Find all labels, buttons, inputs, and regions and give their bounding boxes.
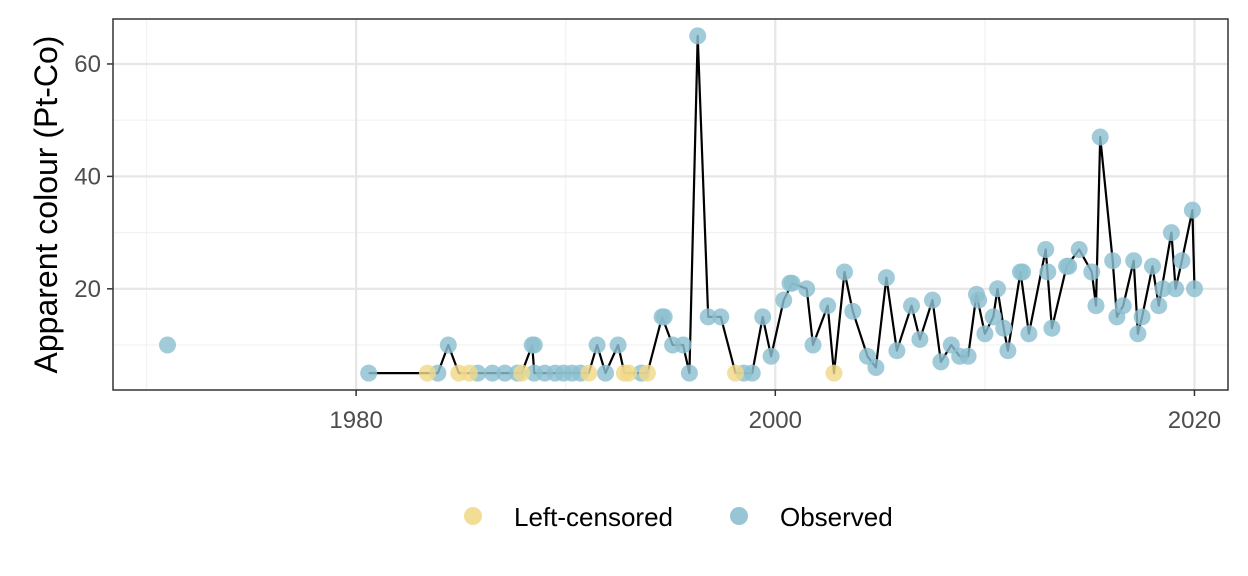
legend-key-left-censored bbox=[464, 507, 482, 525]
point-layer bbox=[159, 27, 1203, 382]
observed-point bbox=[836, 263, 853, 281]
observed-point bbox=[984, 308, 1002, 326]
observed-point bbox=[525, 336, 543, 354]
observed-point bbox=[877, 269, 895, 287]
observed-point bbox=[1167, 280, 1185, 298]
observed-point bbox=[712, 308, 730, 326]
observed-point bbox=[1114, 297, 1132, 315]
observed-point bbox=[804, 336, 822, 354]
legend-label-observed: Observed bbox=[780, 502, 893, 532]
observed-point bbox=[1014, 263, 1032, 281]
observed-point bbox=[819, 297, 837, 315]
observed-point bbox=[932, 353, 950, 371]
observed-point bbox=[1070, 241, 1088, 258]
observed-point bbox=[1133, 308, 1151, 326]
trend-line bbox=[368, 34, 1196, 375]
observed-point bbox=[903, 297, 920, 315]
observed-point bbox=[655, 308, 673, 326]
x-tick-label: 2000 bbox=[749, 407, 802, 434]
left-censored-point bbox=[580, 364, 598, 382]
observed-point bbox=[588, 336, 606, 354]
observed-point bbox=[1173, 252, 1191, 270]
observed-point bbox=[754, 308, 772, 326]
left-censored-point bbox=[825, 364, 843, 382]
observed-point bbox=[597, 364, 614, 382]
observed-point bbox=[1125, 252, 1143, 270]
observed-point bbox=[609, 336, 627, 354]
panel-border bbox=[112, 18, 1229, 391]
left-censored-point bbox=[727, 364, 744, 382]
left-censored-point bbox=[513, 364, 531, 382]
observed-point bbox=[924, 291, 941, 309]
observed-point bbox=[483, 364, 501, 382]
observed-point bbox=[1060, 257, 1078, 275]
observed-point bbox=[989, 280, 1006, 298]
observed-point bbox=[496, 364, 514, 382]
observed-point bbox=[1083, 263, 1101, 281]
observed-point bbox=[1150, 297, 1168, 315]
observed-point bbox=[1162, 224, 1180, 242]
x-tick-label: 2020 bbox=[1168, 407, 1221, 434]
observed-point bbox=[1183, 201, 1201, 219]
legend: Left-censored Observed bbox=[464, 502, 893, 532]
y-tick-label: 20 bbox=[74, 276, 101, 303]
observed-point bbox=[976, 325, 994, 343]
left-censored-point bbox=[418, 364, 436, 382]
observed-point bbox=[995, 319, 1013, 337]
observed-point bbox=[674, 336, 692, 354]
x-tick-label: 1980 bbox=[329, 407, 382, 434]
legend-key-observed bbox=[730, 507, 748, 525]
observed-point bbox=[680, 364, 698, 382]
observed-point bbox=[999, 342, 1017, 360]
observed-point bbox=[743, 364, 761, 382]
observed-point bbox=[959, 347, 977, 365]
y-axis-title: Apparent colour (Pt-Co) bbox=[28, 36, 64, 374]
observed-point bbox=[783, 274, 801, 292]
y-tick-label: 60 bbox=[74, 51, 101, 78]
observed-point bbox=[1020, 325, 1038, 343]
left-censored-point bbox=[460, 364, 478, 382]
observed-point bbox=[699, 308, 717, 326]
observed-point bbox=[867, 359, 885, 376]
observed-point bbox=[911, 330, 929, 348]
observed-point bbox=[1087, 297, 1105, 315]
observed-point bbox=[1154, 280, 1172, 298]
trend-line-layer bbox=[368, 34, 1196, 375]
y-tick-label: 40 bbox=[74, 163, 101, 190]
observed-point bbox=[888, 342, 906, 360]
observed-point bbox=[1043, 319, 1061, 337]
left-censored-point bbox=[620, 364, 638, 382]
observed-point bbox=[1129, 325, 1147, 343]
observed-point bbox=[1091, 128, 1109, 146]
observed-point bbox=[360, 364, 378, 382]
legend-label-left-censored: Left-censored bbox=[514, 502, 673, 532]
observed-point bbox=[970, 291, 988, 309]
observed-point bbox=[1144, 257, 1161, 275]
observed-point bbox=[1104, 252, 1122, 270]
observed-point bbox=[1037, 241, 1055, 258]
observed-point bbox=[689, 27, 707, 45]
observed-point bbox=[844, 302, 862, 320]
observed-point bbox=[1186, 280, 1203, 298]
observed-point bbox=[762, 347, 780, 365]
observed-point bbox=[439, 336, 457, 354]
grid-layer bbox=[113, 19, 1228, 390]
observed-point bbox=[159, 336, 176, 354]
observed-point bbox=[1039, 263, 1057, 281]
observed-point bbox=[798, 280, 816, 298]
left-censored-point bbox=[638, 364, 656, 382]
observed-point bbox=[775, 291, 793, 309]
